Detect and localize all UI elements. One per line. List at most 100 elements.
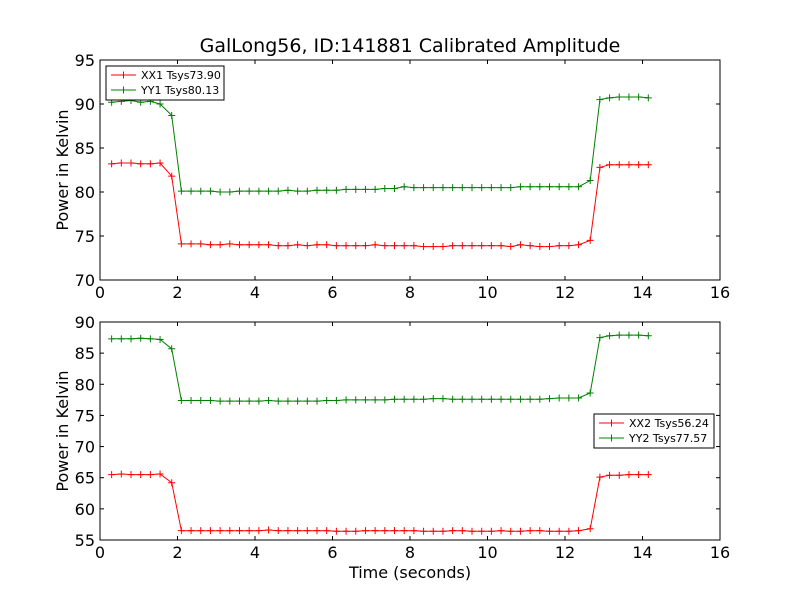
data-point bbox=[596, 96, 604, 104]
data-point bbox=[197, 187, 205, 195]
data-point bbox=[342, 396, 350, 404]
legend-label: XX2 Tsys56.24 bbox=[629, 417, 709, 430]
bottom-panel: 0 2 4 6 8 10 12 14 16 55 60 65 70 75 80 85 90 Power in Ke… bbox=[53, 313, 730, 562]
data-point bbox=[391, 184, 398, 192]
data-point bbox=[516, 241, 524, 249]
y-axis-label: Power in Kelvin bbox=[53, 109, 72, 230]
x-tick-label: 12 bbox=[555, 283, 575, 302]
data-point bbox=[635, 161, 643, 169]
data-point bbox=[156, 159, 164, 167]
data-point bbox=[536, 395, 544, 403]
data-point bbox=[255, 397, 263, 405]
data-point bbox=[168, 172, 176, 180]
data-point bbox=[332, 396, 340, 404]
data-point bbox=[127, 159, 135, 167]
data-point bbox=[146, 471, 154, 479]
x-tick-label: 2 bbox=[172, 543, 182, 562]
data-point bbox=[526, 527, 534, 535]
y-tick-label: 55 bbox=[75, 531, 95, 550]
x-tick-label: 10 bbox=[477, 283, 497, 302]
data-point bbox=[635, 331, 643, 339]
data-point bbox=[565, 527, 573, 535]
data-point bbox=[332, 527, 340, 535]
data-point bbox=[468, 395, 476, 403]
data-point bbox=[226, 527, 234, 535]
data-point bbox=[546, 183, 553, 191]
data-point bbox=[197, 396, 205, 404]
x-axis-label: Time (seconds) bbox=[348, 563, 471, 582]
data-point bbox=[546, 243, 553, 251]
data-point bbox=[420, 395, 428, 403]
data-point bbox=[586, 236, 594, 244]
data-point bbox=[342, 527, 350, 535]
data-point bbox=[352, 242, 360, 250]
figure-title: GalLong56, ID:141881 Calibrated Amplitud… bbox=[200, 35, 621, 57]
data-point bbox=[294, 397, 302, 405]
data-point bbox=[187, 187, 195, 195]
data-point bbox=[313, 241, 321, 249]
data-point bbox=[429, 395, 437, 403]
data-point bbox=[361, 527, 369, 535]
data-point bbox=[137, 471, 145, 479]
data-point bbox=[381, 396, 389, 404]
data-point bbox=[156, 470, 164, 478]
data-point bbox=[507, 527, 515, 535]
data-point bbox=[606, 161, 614, 169]
y-tick-label: 85 bbox=[75, 344, 95, 363]
data-point bbox=[226, 397, 234, 405]
data-point bbox=[284, 397, 292, 405]
data-point bbox=[596, 334, 604, 342]
y-tick-label: 75 bbox=[75, 227, 95, 246]
data-point bbox=[127, 335, 135, 343]
data-point bbox=[216, 241, 224, 249]
data-point bbox=[117, 159, 125, 167]
y-tick-label: 80 bbox=[75, 375, 95, 394]
data-point bbox=[596, 473, 604, 481]
data-point bbox=[274, 242, 282, 250]
data-point bbox=[303, 397, 311, 405]
data-point bbox=[342, 185, 350, 193]
data-point bbox=[216, 397, 224, 405]
data-point bbox=[156, 100, 164, 108]
data-point bbox=[635, 471, 643, 479]
legend-label: XX1 Tsys73.90 bbox=[141, 69, 221, 82]
data-point bbox=[468, 527, 476, 535]
data-point bbox=[332, 242, 340, 250]
data-point bbox=[478, 184, 486, 192]
data-point bbox=[391, 527, 398, 535]
data-point bbox=[117, 470, 125, 478]
y-tick-label: 85 bbox=[75, 139, 95, 158]
data-point bbox=[487, 527, 495, 535]
data-point bbox=[458, 395, 466, 403]
data-point bbox=[265, 526, 273, 534]
data-point bbox=[526, 242, 534, 250]
y-tick-label: 70 bbox=[75, 271, 95, 290]
data-point bbox=[507, 395, 515, 403]
data-point bbox=[555, 183, 563, 191]
data-point bbox=[478, 242, 486, 250]
data-point bbox=[478, 527, 486, 535]
data-point bbox=[245, 397, 253, 405]
data-point bbox=[410, 395, 418, 403]
data-point bbox=[635, 93, 643, 101]
legend-label: YY2 Tsys77.57 bbox=[628, 432, 707, 445]
data-point bbox=[197, 527, 205, 535]
data-point bbox=[449, 527, 457, 535]
y-tick-label: 95 bbox=[75, 51, 95, 70]
data-point bbox=[274, 527, 282, 535]
data-point bbox=[586, 525, 594, 533]
data-point bbox=[226, 240, 234, 248]
data-point bbox=[177, 396, 185, 404]
data-point bbox=[449, 184, 457, 192]
data-point bbox=[439, 184, 447, 192]
data-point bbox=[410, 527, 418, 535]
data-point bbox=[468, 184, 476, 192]
data-point bbox=[361, 242, 369, 250]
y-tick-label: 60 bbox=[75, 500, 95, 519]
data-point bbox=[536, 183, 544, 191]
data-point bbox=[555, 527, 563, 535]
x-tick-label: 8 bbox=[405, 283, 415, 302]
y-tick-label: 65 bbox=[75, 469, 95, 488]
data-point bbox=[206, 527, 214, 535]
data-point bbox=[625, 161, 633, 169]
